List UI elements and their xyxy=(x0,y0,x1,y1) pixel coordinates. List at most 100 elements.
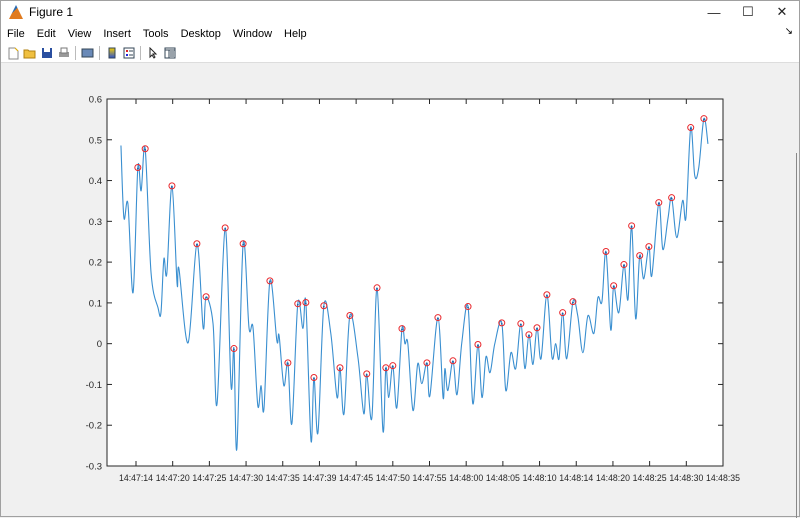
legend-icon[interactable] xyxy=(122,47,135,60)
menu-view[interactable]: View xyxy=(67,27,92,40)
peak-marker xyxy=(266,277,274,285)
peak-marker xyxy=(668,194,676,202)
peak-point xyxy=(561,312,564,315)
peak-marker xyxy=(498,319,506,327)
peak-marker xyxy=(434,314,442,322)
peak-point xyxy=(339,367,341,370)
save-icon[interactable] xyxy=(40,47,53,60)
print-icon[interactable] xyxy=(57,47,70,60)
x-tick-label: 14:47:55 xyxy=(413,473,447,484)
peak-marker xyxy=(636,252,644,260)
peak-point xyxy=(467,306,469,309)
peak-point xyxy=(242,243,245,246)
menu-window[interactable]: Window xyxy=(232,27,273,40)
pointer-icon[interactable] xyxy=(146,47,159,60)
menu-file[interactable]: File xyxy=(7,27,25,40)
open-folder-icon[interactable] xyxy=(23,47,36,60)
peak-point xyxy=(623,264,625,267)
peak-point xyxy=(703,118,705,121)
menu-desktop[interactable]: Desktop xyxy=(180,27,221,40)
peak-point xyxy=(657,202,660,205)
peak-marker xyxy=(382,364,390,372)
peak-marker xyxy=(628,222,636,230)
peak-point xyxy=(437,317,439,320)
property-inspector-icon[interactable] xyxy=(163,47,176,60)
peak-point xyxy=(546,294,548,297)
x-tick-label: 14:47:45 xyxy=(339,473,373,484)
x-tick-label: 14:48:25 xyxy=(633,473,667,484)
menu-help[interactable]: Help xyxy=(284,27,307,40)
peak-marker xyxy=(363,370,371,378)
x-tick-label: 14:47:50 xyxy=(376,473,410,484)
x-tick-label: 14:48:35 xyxy=(706,473,740,484)
peak-point xyxy=(477,344,479,347)
peak-marker xyxy=(517,320,525,328)
peak-marker xyxy=(655,199,663,207)
minimize-button[interactable]: — xyxy=(707,4,721,20)
y-tick-label: -0.2 xyxy=(86,421,102,432)
menu-edit[interactable]: Edit xyxy=(36,27,56,40)
peak-marker xyxy=(336,364,344,372)
menu-tools[interactable]: Tools xyxy=(142,27,169,40)
dock-figure-button[interactable]: ↘ xyxy=(784,26,793,37)
toolbar-divider xyxy=(140,46,141,60)
toolbar-divider xyxy=(99,46,100,60)
peak-point xyxy=(376,287,378,290)
y-tick-label: 0 xyxy=(97,339,102,350)
y-tick-label: 0.5 xyxy=(89,135,102,146)
x-tick-label: 14:47:20 xyxy=(156,473,190,484)
peak-marker xyxy=(141,145,149,153)
x-tick-label: 14:48:05 xyxy=(486,473,520,484)
y-tick-label: -0.3 xyxy=(86,462,102,473)
maximize-button[interactable]: ☐ xyxy=(742,4,754,19)
new-file-icon[interactable] xyxy=(6,47,19,60)
menu-bar: File Edit View Insert Tools Desktop Wind… xyxy=(1,23,799,44)
peak-point xyxy=(136,167,139,170)
peak-point xyxy=(689,127,692,130)
peak-marker xyxy=(302,298,310,306)
menu-insert[interactable]: Insert xyxy=(103,27,131,40)
x-tick-label: 14:48:30 xyxy=(669,473,703,484)
peak-marker xyxy=(700,115,708,123)
peak-point xyxy=(638,255,641,258)
peak-marker xyxy=(559,309,567,317)
toolbar xyxy=(1,44,799,63)
close-button[interactable]: ✕ xyxy=(776,4,788,19)
peak-point xyxy=(401,328,403,331)
peak-marker xyxy=(389,362,397,370)
peak-point xyxy=(205,296,207,299)
window-edge xyxy=(796,153,797,518)
peak-marker xyxy=(525,331,533,339)
peak-point xyxy=(322,305,325,308)
y-tick-label: 0.6 xyxy=(89,95,102,106)
peak-point xyxy=(365,373,368,376)
peak-point xyxy=(528,334,530,337)
peak-marker xyxy=(168,182,176,190)
x-tick-label: 14:47:35 xyxy=(266,473,300,484)
peak-point xyxy=(171,185,173,188)
peak-marker xyxy=(310,374,318,382)
peak-point xyxy=(144,148,147,151)
peak-point xyxy=(670,197,673,200)
print-preview-icon[interactable] xyxy=(81,47,94,60)
x-tick-label: 14:47:39 xyxy=(302,473,336,484)
peak-marker xyxy=(474,340,482,348)
x-tick-label: 14:48:10 xyxy=(523,473,557,484)
peak-marker xyxy=(533,324,541,332)
x-tick-label: 14:48:00 xyxy=(449,473,483,484)
peak-marker xyxy=(543,291,551,299)
peak-marker xyxy=(202,293,210,301)
peak-point xyxy=(647,246,650,249)
peak-marker xyxy=(423,359,431,367)
peak-point xyxy=(572,301,574,304)
x-tick-label: 14:47:14 xyxy=(119,473,153,484)
x-tick-label: 14:47:30 xyxy=(229,473,263,484)
y-tick-label: 0.3 xyxy=(89,217,102,228)
peak-marker xyxy=(193,240,201,248)
axes-box xyxy=(106,98,724,467)
peak-point xyxy=(605,251,607,254)
peak-point xyxy=(500,322,503,325)
peak-marker xyxy=(346,312,354,320)
colorbar-icon[interactable] xyxy=(105,47,118,60)
peak-marker xyxy=(221,224,229,232)
